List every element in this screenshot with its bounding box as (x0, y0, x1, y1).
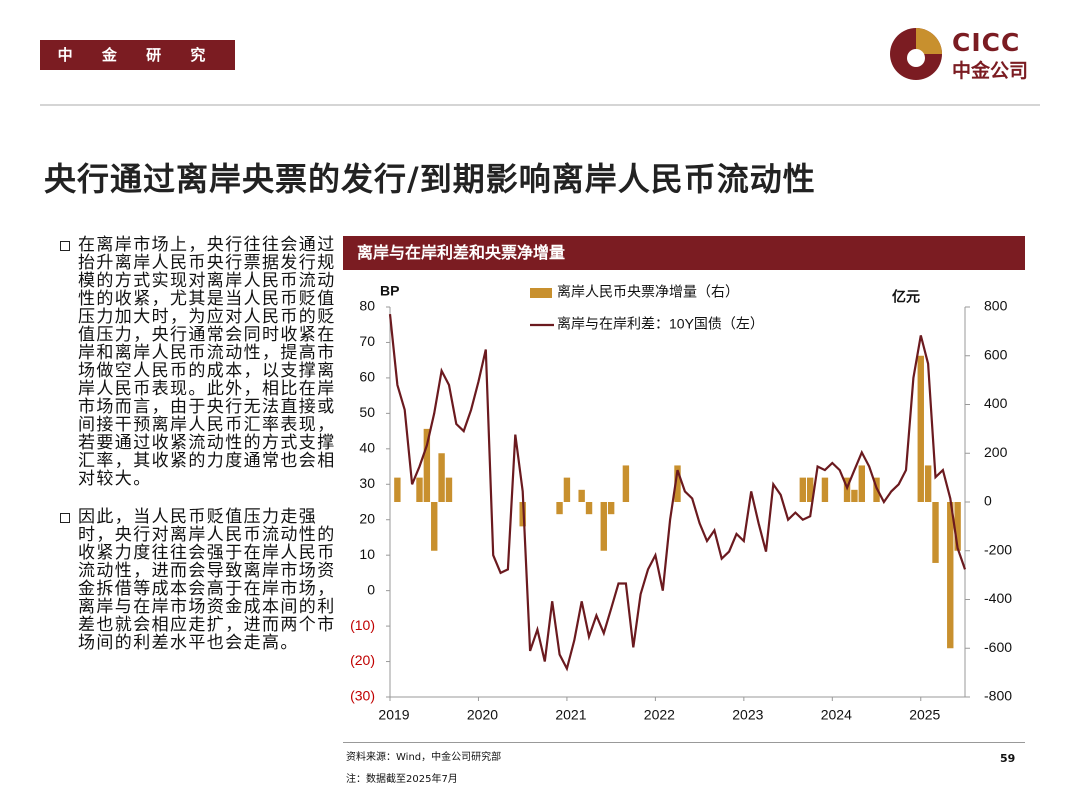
y2-tick-label: -200 (984, 541, 1012, 557)
logo-mark-accent (916, 28, 942, 54)
slide-title: 央行通过离岸央票的发行/到期影响离岸人民币流动性 (44, 160, 816, 198)
x-tick-label: 2023 (732, 707, 763, 723)
bar (622, 465, 630, 502)
x-tick-label: 2021 (555, 707, 586, 723)
bullet-list: 在离岸市场上，央行往往会通过抬升离岸人民币央行票据发行规模的方式实现对离岸人民币… (60, 236, 340, 672)
axis-title: 亿元 (892, 289, 920, 305)
bar (821, 477, 829, 502)
y-tick-label: 80 (359, 298, 375, 314)
bar (423, 428, 431, 502)
legend-label: 离岸与在岸利差：10Y国债（左） (557, 316, 764, 332)
note: 注：数据截至2025年7月 (346, 774, 458, 785)
bar (445, 477, 453, 502)
bar (416, 477, 423, 502)
bar (394, 477, 401, 502)
y2-tick-label: -400 (984, 590, 1012, 606)
bar (954, 502, 961, 551)
bar (806, 477, 814, 502)
y2-tick-label: 200 (984, 444, 1008, 460)
x-tick-label: 2024 (821, 707, 852, 723)
bar (924, 465, 932, 502)
bar (917, 355, 924, 502)
bar (947, 502, 954, 649)
bullet: 在离岸市场上，央行往往会通过抬升离岸人民币央行票据发行规模的方式实现对离岸人民币… (60, 236, 340, 488)
y2-tick-label: -600 (984, 639, 1012, 655)
axis-title: BP (380, 283, 399, 299)
y-tick-label: (30) (350, 688, 375, 704)
y-tick-label: 50 (359, 404, 375, 420)
page-number: 59 (1000, 752, 1016, 765)
y-tick-label: 20 (359, 510, 375, 526)
y-tick-label: 0 (367, 581, 375, 597)
y-tick-label: (20) (350, 652, 375, 668)
line (388, 313, 967, 672)
y2-tick-label: 600 (984, 346, 1008, 362)
bar (600, 502, 607, 551)
bar (563, 477, 571, 502)
divider (343, 742, 1025, 743)
y2-tick-label: 400 (984, 395, 1008, 411)
logo-text: 中金公司 (952, 60, 1029, 82)
y-tick-label: 40 (359, 440, 375, 456)
x-tick-label: 2025 (909, 707, 940, 723)
bar (932, 502, 939, 563)
bar (431, 502, 438, 551)
bar (851, 489, 858, 502)
y-tick-label: 30 (359, 475, 375, 491)
x-tick-label: 2019 (378, 707, 409, 723)
y-tick-label: 60 (359, 369, 375, 385)
y-tick-label: 70 (359, 333, 375, 349)
bar (578, 489, 585, 502)
bar (674, 465, 681, 502)
logo-text: CICC (952, 28, 1021, 57)
x-tick-label: 2022 (644, 707, 675, 723)
y-tick-label: (10) (350, 617, 375, 633)
bullet: 因此，当人民币贬值压力走强时，央行对离岸人民币流动性的收紧力度往往会强于在岸人民… (60, 508, 340, 652)
bar (607, 502, 615, 515)
logo-mark-hole (907, 49, 925, 67)
source: 资料来源：Wind，中金公司研究部 (346, 752, 502, 763)
y2-tick-label: -800 (984, 688, 1012, 704)
bar (556, 502, 563, 515)
bar (585, 502, 593, 515)
bar (858, 465, 865, 502)
divider (40, 104, 1040, 106)
legend-swatch (530, 288, 552, 298)
department-label: 中 金 研 究 部 (40, 40, 235, 94)
y2-tick-label: 800 (984, 298, 1008, 314)
chart-title: 离岸与在岸利差和央票净增量 (343, 236, 1025, 270)
y-tick-label: 10 (359, 546, 375, 562)
y2-tick-label: 0 (984, 493, 992, 509)
bar (438, 453, 445, 502)
legend-label: 离岸人民币央票净增量（右） (557, 284, 739, 300)
bar (799, 477, 807, 502)
x-tick-label: 2020 (467, 707, 498, 723)
